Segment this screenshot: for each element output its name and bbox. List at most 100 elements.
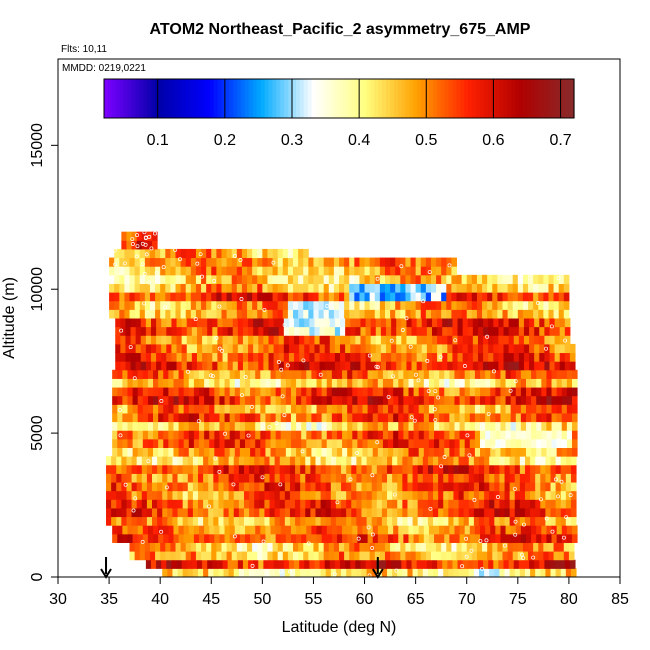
heatmap-cell bbox=[223, 499, 230, 509]
heatmap-cell bbox=[132, 369, 139, 379]
heatmap-cell bbox=[551, 404, 558, 414]
heatmap-cell bbox=[183, 525, 190, 535]
heatmap-cell bbox=[408, 395, 415, 405]
heatmap-cell bbox=[402, 464, 408, 474]
heatmap-cell bbox=[316, 404, 323, 414]
heatmap-cell bbox=[111, 499, 117, 509]
heatmap-cell bbox=[238, 473, 245, 483]
heatmap-cell bbox=[471, 283, 478, 293]
heatmap-cell bbox=[393, 369, 399, 379]
heatmap-cell bbox=[556, 421, 563, 431]
heatmap-cell bbox=[152, 490, 158, 500]
heatmap-cell bbox=[420, 257, 427, 267]
heatmap-cell bbox=[180, 300, 187, 310]
heatmap-cell bbox=[362, 378, 369, 388]
heatmap-cell bbox=[270, 404, 277, 414]
heatmap-cell bbox=[422, 482, 429, 492]
heatmap-cell bbox=[285, 438, 292, 448]
heatmap-cell bbox=[494, 568, 500, 578]
heatmap-cell bbox=[331, 412, 338, 423]
heatmap-cell bbox=[390, 274, 396, 284]
heatmap-cell bbox=[243, 516, 250, 526]
heatmap-cell bbox=[452, 559, 459, 569]
heatmap-cell bbox=[469, 412, 476, 423]
heatmap-cell bbox=[255, 369, 261, 379]
heatmap-cell bbox=[288, 559, 295, 569]
heatmap-cell bbox=[539, 361, 545, 371]
heatmap-cell bbox=[329, 335, 336, 345]
heatmap-cell bbox=[356, 482, 362, 492]
heatmap-cell bbox=[525, 404, 532, 414]
heatmap-cell bbox=[384, 542, 391, 552]
heatmap-cell bbox=[175, 309, 182, 319]
heatmap-cell bbox=[191, 318, 198, 328]
heatmap-cell bbox=[428, 447, 435, 457]
heatmap-cell bbox=[303, 274, 309, 284]
heatmap-cell bbox=[565, 456, 572, 466]
heatmap-cell bbox=[371, 456, 378, 466]
heatmap-cell bbox=[224, 412, 231, 423]
heatmap-cell bbox=[500, 533, 507, 543]
heatmap-cell bbox=[277, 292, 284, 302]
heatmap-cell bbox=[267, 266, 274, 276]
heatmap-cell bbox=[204, 369, 210, 379]
heatmap-cell bbox=[323, 266, 330, 276]
heatmap-cell bbox=[117, 525, 123, 535]
heatmap-cell bbox=[290, 533, 297, 543]
heatmap-cell bbox=[146, 507, 153, 518]
heatmap-cell bbox=[356, 499, 362, 509]
heatmap-cell bbox=[461, 309, 468, 319]
heatmap-cell bbox=[379, 274, 386, 284]
heatmap-cell bbox=[500, 387, 507, 397]
heatmap-cell bbox=[559, 335, 566, 345]
heatmap-cell bbox=[463, 568, 470, 578]
heatmap-cell bbox=[295, 490, 301, 500]
heatmap-cell bbox=[170, 300, 177, 310]
heatmap-cell bbox=[178, 395, 185, 405]
heatmap-cell bbox=[371, 464, 378, 474]
heatmap-cell bbox=[468, 473, 475, 483]
heatmap-cell bbox=[272, 292, 279, 302]
heatmap-cell bbox=[503, 335, 510, 345]
heatmap-cell bbox=[207, 361, 213, 371]
heatmap-cell bbox=[510, 387, 517, 397]
heatmap-cell bbox=[157, 473, 163, 483]
heatmap-cell bbox=[428, 533, 435, 543]
heatmap-cell bbox=[407, 482, 414, 492]
heatmap-cell bbox=[190, 274, 197, 284]
heatmap-cell bbox=[142, 369, 149, 379]
heatmap-cell bbox=[535, 568, 541, 578]
heatmap-cell bbox=[469, 378, 476, 388]
heatmap-cell bbox=[561, 447, 568, 457]
heatmap-cell bbox=[468, 516, 475, 526]
heatmap-cell bbox=[453, 568, 460, 578]
heatmap-cell bbox=[238, 507, 245, 518]
colorbar-swatch bbox=[139, 79, 144, 118]
heatmap-cell bbox=[171, 318, 178, 328]
colorbar-swatch bbox=[311, 79, 317, 118]
heatmap-cell bbox=[464, 421, 471, 431]
heatmap-cell bbox=[502, 292, 509, 302]
heatmap-cell bbox=[335, 482, 342, 492]
heatmap-cell bbox=[461, 274, 468, 284]
heatmap-cell bbox=[176, 352, 183, 362]
heatmap-cell bbox=[464, 404, 471, 414]
colorbar: 0.1 0.2 0.3 0.4 0.5 0.6 0.7 bbox=[103, 78, 575, 149]
heatmap-cell bbox=[510, 525, 517, 535]
sample-point bbox=[260, 475, 265, 480]
heatmap-cell bbox=[252, 266, 258, 276]
heatmap-cell bbox=[507, 309, 514, 319]
sample-point bbox=[325, 304, 330, 308]
heatmap-cell bbox=[260, 395, 266, 405]
heatmap-cell bbox=[216, 292, 222, 302]
heatmap-cell bbox=[326, 387, 333, 397]
heatmap-cell bbox=[259, 490, 265, 500]
heatmap-cell bbox=[325, 464, 332, 474]
heatmap-cell bbox=[400, 309, 406, 319]
heatmap-cell bbox=[172, 473, 179, 483]
heatmap-cell bbox=[279, 473, 286, 483]
heatmap-cell bbox=[112, 378, 118, 388]
heatmap-cell bbox=[294, 318, 300, 328]
sample-point bbox=[555, 438, 560, 443]
colorbar-swatch bbox=[201, 79, 207, 118]
